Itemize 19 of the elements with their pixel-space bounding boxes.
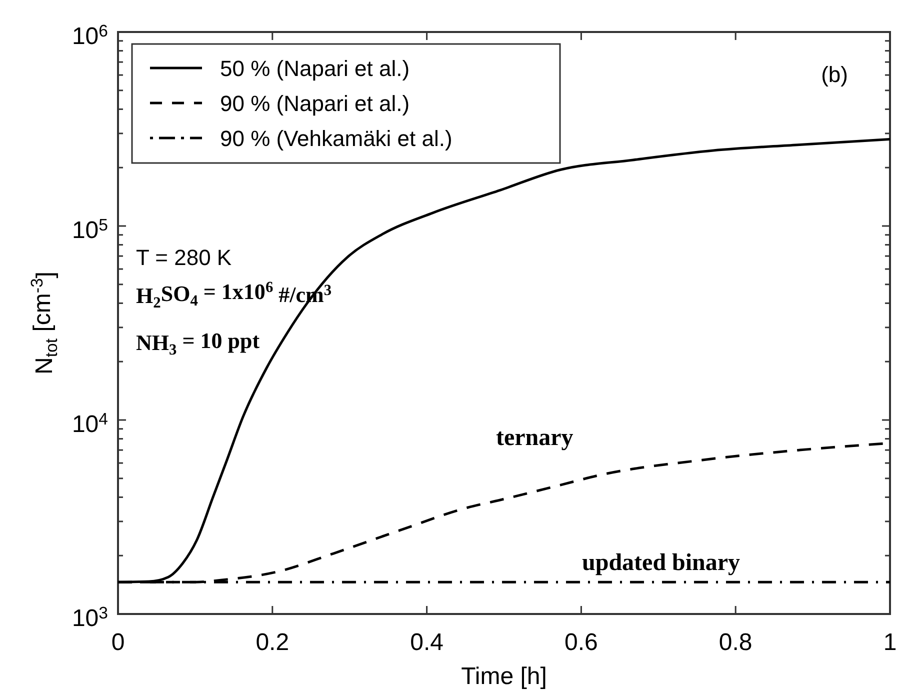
y-tick-label: 10$^{6}$ [72, 21, 108, 50]
legend-label: 90 % (Napari et al.) [220, 91, 410, 116]
x-tick-label: 0.4 [410, 629, 444, 656]
x-tick-label: 0.8 [718, 629, 752, 656]
annotation: (b) [821, 62, 848, 87]
legend-label: 90 % (Vehkamäki et al.) [220, 126, 452, 151]
y-tick-label: 10$^{3}$ [72, 603, 108, 632]
annotation: NH$_{3}$ = 10 ppt [136, 328, 260, 359]
x-tick-label: 0.2 [256, 629, 290, 656]
annotation: ternary [496, 425, 574, 451]
legend-label: 50 % (Napari et al.) [220, 56, 410, 81]
annotation: T = 280 K [136, 245, 232, 270]
x-tick-label: 0 [111, 629, 125, 656]
x-tick-label: 0.6 [564, 629, 598, 656]
annotation: updated binary [582, 550, 740, 576]
y-tick-label: 10$^{5}$ [72, 215, 108, 244]
x-axis-title: Time [h] [461, 663, 547, 690]
y-tick-label: 10$^{4}$ [72, 409, 108, 438]
x-tick-label: 1 [883, 629, 897, 656]
